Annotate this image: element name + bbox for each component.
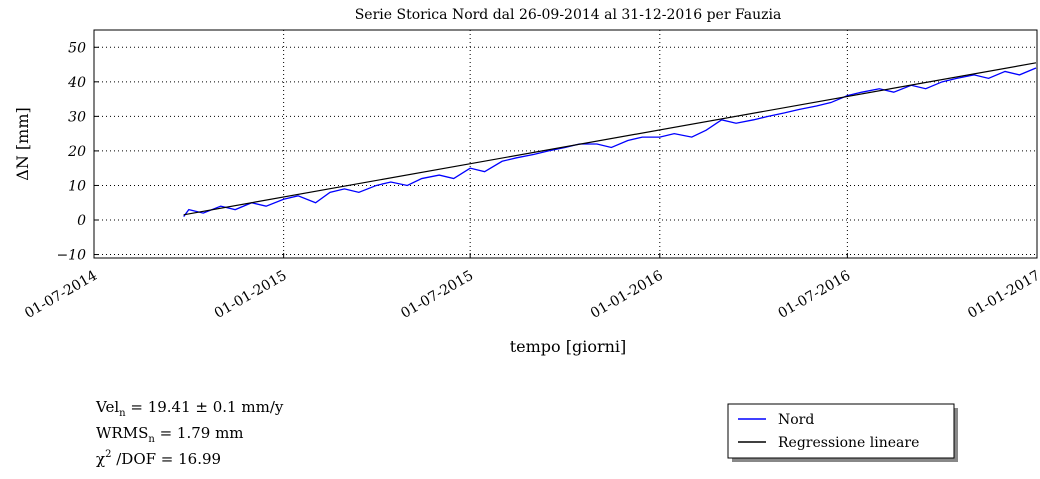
annotation-text: = 19.41 ± 0.1 mm/y [126, 398, 284, 416]
y-tick-label: 50 [68, 40, 86, 56]
x-tick-label: 01-07-2015 [398, 268, 476, 322]
annotation-label: Vel [95, 398, 119, 416]
y-tick-label: 20 [67, 144, 86, 160]
annotation-subscript: n [119, 408, 126, 419]
plot-frame [93, 29, 1038, 259]
x-tick-label: 01-07-2016 [775, 268, 853, 322]
series-line [183, 67, 1037, 217]
x-tick-label: 01-01-2016 [588, 268, 666, 322]
y-tick-label: −10 [56, 248, 86, 264]
x-tick-label: 01-01-2015 [212, 268, 290, 322]
annotation: Veln = 19.41 ± 0.1 mm/y [95, 398, 284, 419]
annotation-superscript: 2 [105, 449, 111, 460]
y-tick-label: 30 [68, 109, 86, 125]
legend-label: Nord [778, 412, 814, 428]
y-tick-label: 40 [67, 75, 86, 91]
annotation: WRMSn = 1.79 mm [96, 424, 244, 445]
y-axis-label: ΔN [mm] [13, 107, 32, 180]
annotation-label: χ [96, 450, 105, 468]
series-line [183, 62, 1037, 216]
annotation-text: = 1.79 mm [155, 424, 244, 442]
x-tick-label: 01-07-2014 [22, 268, 100, 322]
annotation: χ2 /DOF = 16.99 [96, 449, 221, 468]
legend-label: Regressione lineare [778, 435, 919, 451]
y-tick-label: 0 [77, 213, 86, 229]
annotation-label: WRMS [96, 424, 148, 442]
x-axis-label: tempo [giorni] [510, 337, 627, 356]
annotation-subscript: n [148, 434, 155, 445]
chart-title: Serie Storica Nord dal 26-09-2014 al 31-… [355, 7, 782, 23]
y-tick-label: 10 [68, 178, 86, 194]
legend-box [727, 403, 955, 459]
x-tick-label: 01-01-2017 [965, 268, 1040, 322]
annotation-text: /DOF = 16.99 [111, 450, 221, 468]
